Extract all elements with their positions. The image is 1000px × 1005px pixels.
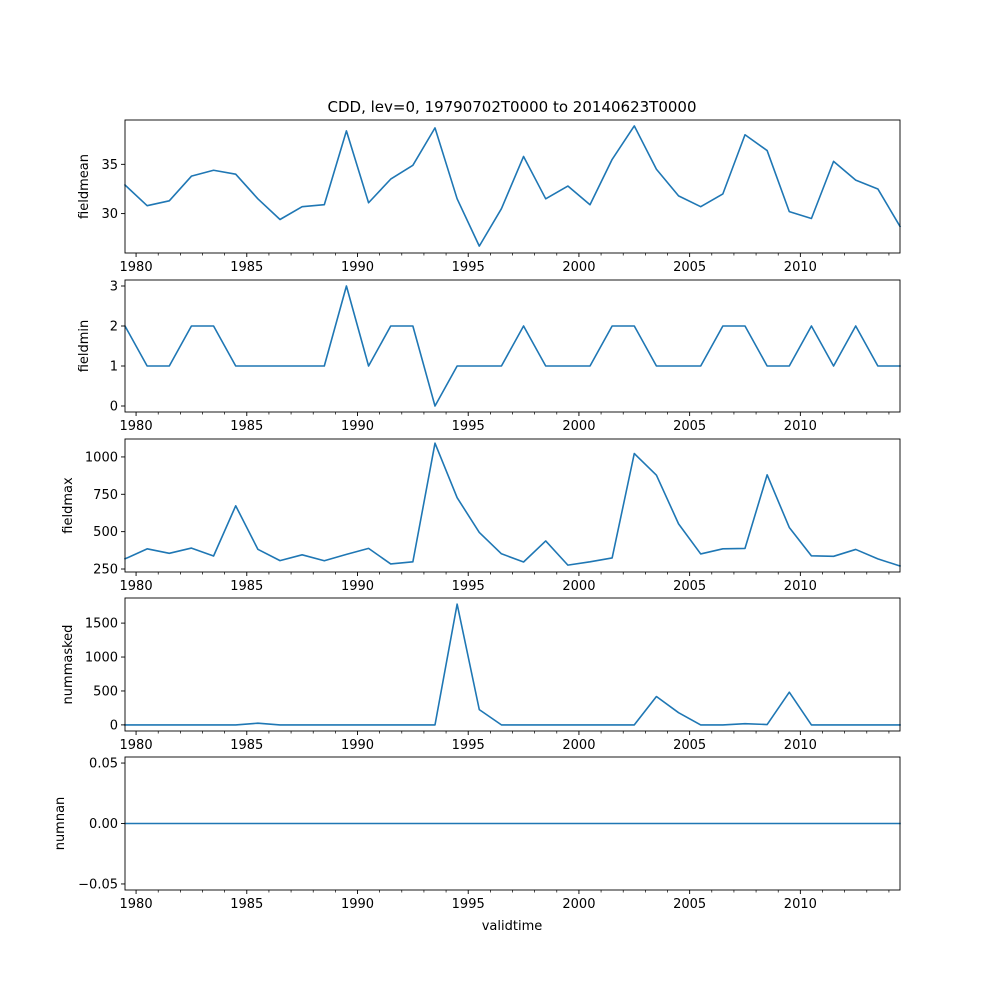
y-tick-label: 1000	[85, 651, 118, 666]
subplot-fieldmin: 0 1 2 3 1980 1985 1990 1995 2000 2005 2010 fieldmin	[77, 280, 901, 434]
y-axis-label-nummasked: nummasked	[61, 625, 76, 705]
y-tick-label: −0.05	[78, 877, 118, 892]
x-tick-label: 1990	[341, 419, 374, 434]
x-tick-label: 1995	[452, 260, 485, 275]
x-tick-label: 2000	[562, 419, 595, 434]
subplot-nummasked: 0 500 1000 1500 1980 1985 1990 1995 2000 2005 2010…	[61, 597, 901, 753]
x-tick-label: 1980	[120, 260, 153, 275]
x-tick-label: 1990	[341, 579, 374, 594]
y-tick-label: 0	[110, 400, 118, 415]
x-tick-label: 2005	[673, 579, 706, 594]
y-tick-label: 35	[101, 158, 118, 173]
x-tick-label: 1980	[120, 897, 153, 912]
series-line-nummasked	[124, 603, 901, 726]
x-tick-label: 2005	[673, 419, 706, 434]
x-tick-label: 1990	[341, 738, 374, 753]
y-tick-label: 1	[110, 360, 118, 375]
series-line-fieldmean	[123, 125, 902, 247]
x-tick-label: 2010	[784, 738, 817, 753]
y-axis-label-numnan: numnan	[53, 797, 68, 851]
x-tick-label: 1980	[120, 738, 153, 753]
y-tick-label: 3	[110, 280, 118, 295]
x-tick-label: 2010	[784, 260, 817, 275]
x-tick-label: 1995	[452, 738, 485, 753]
x-tick-label: 1995	[452, 579, 485, 594]
x-tick-label: 1985	[230, 419, 263, 434]
x-tick-label: 2005	[673, 260, 706, 275]
y-tick-label: 0	[110, 718, 118, 733]
x-tick-label: 1995	[452, 897, 485, 912]
x-tick-label: 2000	[562, 260, 595, 275]
x-tick-label: 1985	[230, 897, 263, 912]
x-tick-label: 2000	[562, 579, 595, 594]
y-tick-label: 750	[93, 488, 118, 503]
subplot-numnan: −0.05 0.00 0.05 1980 1985 1990 1995 2000 2005 201…	[53, 757, 901, 912]
x-tick-label: 1980	[120, 419, 153, 434]
y-tick-label: 500	[93, 684, 118, 699]
x-tick-label: 1980	[120, 579, 153, 594]
x-axis-label: validtime	[482, 919, 543, 934]
chart-title: CDD, lev=0, 19790702T0000 to 20140623T00…	[328, 98, 697, 116]
x-tick-label: 2000	[562, 897, 595, 912]
y-tick-label: 500	[93, 525, 118, 540]
x-tick-label: 1990	[341, 260, 374, 275]
x-tick-label: 1990	[341, 897, 374, 912]
x-tick-label: 2010	[784, 579, 817, 594]
y-tick-label: 0.05	[89, 757, 118, 772]
x-tick-label: 2010	[784, 897, 817, 912]
subplot-fieldmean: 30 35 1980 1985 1990 1995 2000 2005 2010 fieldmea…	[77, 119, 902, 275]
x-tick-label: 1985	[230, 738, 263, 753]
y-axis-label-fieldmin: fieldmin	[77, 320, 92, 373]
y-tick-label: 1000	[85, 450, 118, 465]
y-axis-label-fieldmax: fieldmax	[61, 477, 76, 534]
x-tick-label: 2005	[673, 897, 706, 912]
y-tick-label: 0.00	[89, 817, 118, 832]
y-tick-label: 1500	[85, 617, 118, 632]
y-tick-label: 2	[110, 320, 118, 335]
subplot-fieldmax: 250 500 750 1000 1980 1985 1990 1995 2000 2005 201…	[61, 438, 902, 594]
y-tick-label: 30	[101, 207, 118, 222]
y-tick-label: 250	[93, 563, 118, 578]
x-tick-label: 1995	[452, 419, 485, 434]
x-tick-label: 1985	[230, 260, 263, 275]
series-line-fieldmax	[123, 442, 902, 568]
y-axis-label-fieldmean: fieldmean	[77, 154, 92, 219]
x-tick-label: 2000	[562, 738, 595, 753]
series-line-fieldmin	[123, 285, 901, 407]
x-tick-label: 2010	[784, 419, 817, 434]
x-tick-label: 1985	[230, 579, 263, 594]
x-tick-label: 2005	[673, 738, 706, 753]
